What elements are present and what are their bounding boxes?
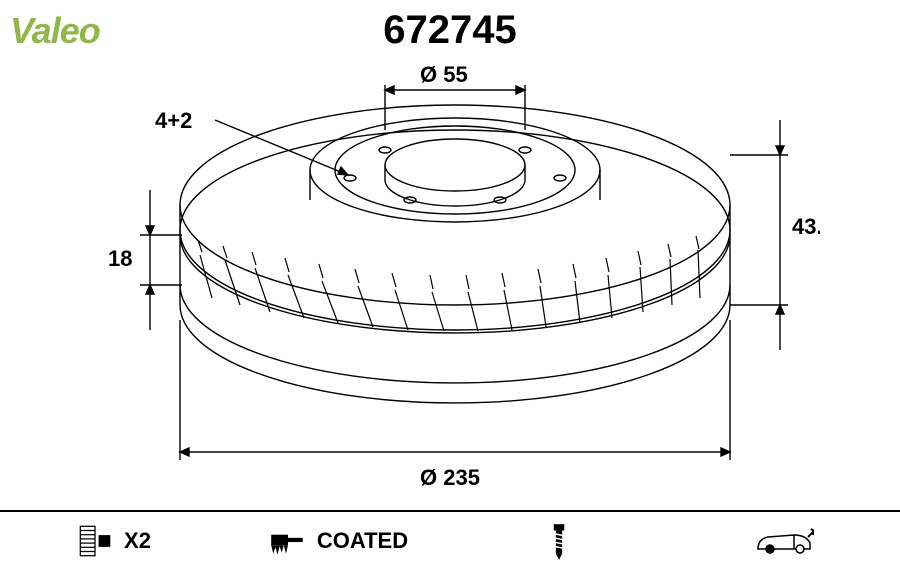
technical-drawing: Ø 55 4+2 18 43.3 Ø 235 bbox=[90, 60, 820, 500]
footer-position bbox=[675, 520, 900, 562]
quantity-label: X2 bbox=[124, 528, 151, 554]
brush-icon bbox=[267, 520, 309, 562]
brand-logo: Valeo bbox=[10, 10, 100, 52]
dim-bolt-pattern: 4+2 bbox=[155, 108, 192, 133]
bolt-icon bbox=[538, 520, 580, 562]
footer-quantity: X2 bbox=[0, 520, 225, 562]
part-number: 672745 bbox=[383, 8, 516, 53]
footer-bar: X2 COATED bbox=[0, 510, 900, 570]
footer-bolt bbox=[450, 520, 675, 562]
coating-label: COATED bbox=[317, 528, 408, 554]
dim-outer-diameter: Ø 235 bbox=[420, 465, 480, 490]
dim-height: 43.3 bbox=[792, 214, 820, 239]
car-front-icon bbox=[754, 520, 814, 562]
footer-coating: COATED bbox=[225, 520, 450, 562]
disc-diagram-svg: Ø 55 4+2 18 43.3 Ø 235 bbox=[90, 60, 820, 500]
stack-icon bbox=[74, 520, 116, 562]
dim-thickness: 18 bbox=[108, 246, 132, 271]
dim-bore: Ø 55 bbox=[420, 62, 468, 87]
